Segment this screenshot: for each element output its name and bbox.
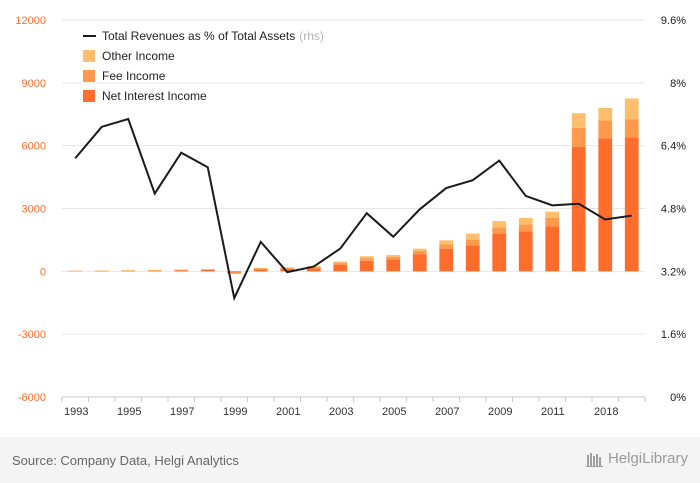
bar-other-income [359, 256, 374, 259]
y-left-tick-label: 3000 [22, 204, 46, 216]
library-logo-icon [585, 452, 603, 467]
x-tick-label: 2009 [488, 406, 512, 418]
legend-label: Total Revenues as % of Total Assets (rhs) [102, 29, 324, 43]
x-tick-label: 1995 [117, 406, 141, 418]
bar-other-income [174, 269, 189, 271]
bar-net-interest-income [492, 233, 507, 272]
bar-other-income [280, 267, 295, 268]
bar-fee-income [492, 227, 507, 234]
legend-swatch [83, 70, 95, 82]
x-tick-label: 2007 [435, 406, 459, 418]
legend-swatch [83, 50, 95, 62]
bar-other-income [94, 270, 109, 272]
brand-logo: HelgiLibrary [585, 450, 688, 467]
bar-net-interest-income [333, 264, 348, 272]
x-tick-label: 2005 [382, 406, 406, 418]
bar-other-income [439, 240, 454, 245]
y-left-tick-label: 9000 [22, 78, 46, 90]
bar-net-interest-income [359, 260, 374, 272]
bar-net-interest-income [306, 268, 321, 272]
bar-fee-income [227, 272, 242, 274]
bar-net-interest-income [147, 270, 162, 272]
bar-net-interest-income [412, 254, 427, 272]
bar-fee-income [465, 239, 480, 246]
x-tick-label: 2001 [276, 406, 300, 418]
legend-label: Net Interest Income [102, 89, 207, 103]
bar-fee-income [412, 251, 427, 255]
bar-fee-income [624, 119, 639, 138]
bar-other-income [624, 98, 639, 120]
bar-fee-income [253, 268, 268, 270]
bar-net-interest-income [200, 269, 215, 272]
bar-other-income [492, 221, 507, 228]
chart: -6000 -3000 0 3000 6000 9000 12000 0% 1.6% 3.2% 4.… [15, 15, 686, 418]
legend-label: Other Income [102, 49, 175, 63]
y-right-tick-label: 0% [670, 392, 686, 404]
bar-net-interest-income [571, 146, 586, 272]
y-right-tick-label: 4.8% [661, 204, 686, 216]
legend-axis-note: (rhs) [299, 29, 324, 43]
bar-net-interest-income [439, 248, 454, 272]
bar-other-income [571, 113, 586, 128]
bar-net-interest-income [518, 231, 533, 272]
bar-fee-income [545, 217, 560, 227]
bar-other-income [465, 233, 480, 240]
bar-net-interest-income [598, 138, 613, 272]
x-tick-label: 2003 [329, 406, 353, 418]
y-right-tick-label: 1.6% [661, 329, 686, 341]
bar-other-income [200, 269, 215, 270]
bar-fee-income [333, 262, 348, 265]
y-right-tick-label: 3.2% [661, 266, 686, 278]
bar-fee-income [518, 224, 533, 232]
y-left-tick-label: 0 [40, 266, 46, 278]
line-total-revenues-pct-assets [74, 117, 632, 302]
bar-fee-income [200, 269, 215, 270]
bar-other-income [518, 217, 533, 225]
x-tick-label: 1999 [223, 406, 247, 418]
legend-line-label: Total Revenues as % of Total Assets [102, 29, 295, 43]
bar-fee-income [386, 256, 401, 260]
bar-other-income [545, 211, 560, 218]
x-tick-label: 2011 [541, 406, 565, 418]
bar-other-income [598, 107, 613, 121]
y-left-tick-label: -6000 [18, 392, 46, 404]
bar-other-income [147, 270, 162, 271]
source-note: Source: Company Data, Helgi Analytics [12, 453, 239, 468]
bar-other-income [121, 270, 136, 271]
bar-other-income [227, 273, 242, 275]
bar-net-interest-income [545, 226, 560, 272]
x-tick-label: 2018 [594, 406, 618, 418]
bar-net-interest-income [624, 137, 639, 272]
bar-fee-income [598, 120, 613, 139]
y-left-tick-label: 12000 [15, 15, 46, 27]
x-tick-label: 1993 [64, 406, 88, 418]
bar-other-income [412, 248, 427, 252]
bar-net-interest-income [280, 268, 295, 272]
bar-net-interest-income [386, 259, 401, 272]
bar-net-interest-income [174, 270, 189, 272]
bar-fee-income [280, 267, 295, 269]
y-right-tick-label: 8% [670, 78, 686, 90]
x-tick-label: 1997 [170, 406, 194, 418]
brand-name: HelgiLibrary [607, 450, 688, 467]
bar-other-income [386, 254, 401, 257]
chart-footer: Source: Company Data, Helgi Analytics He… [0, 437, 700, 483]
legend-swatch [83, 90, 95, 102]
bar-net-interest-income [253, 269, 268, 272]
bar-fee-income [571, 127, 586, 147]
bar-fee-income [359, 258, 374, 261]
bar-other-income [68, 270, 83, 272]
bar-other-income [333, 261, 348, 263]
legend-label: Fee Income [102, 69, 166, 83]
y-left-tick-label: -3000 [18, 329, 46, 341]
y-left-tick-label: 6000 [22, 141, 46, 153]
y-right-tick-label: 6.4% [661, 141, 686, 153]
y-right-tick-label: 9.6% [661, 15, 686, 27]
bar-net-interest-income [465, 245, 480, 272]
bar-net-interest-income [227, 271, 242, 273]
bar-fee-income [439, 244, 454, 249]
bar-other-income [253, 267, 268, 269]
